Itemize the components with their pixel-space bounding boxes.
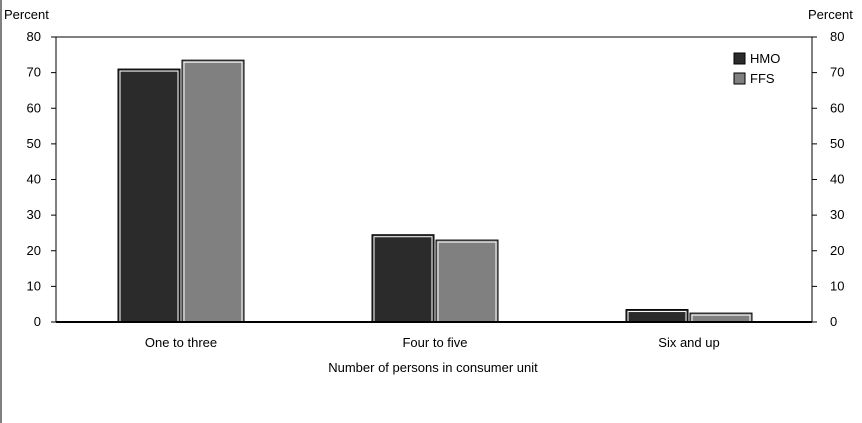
right-tick-label: 70 <box>830 65 844 80</box>
right-tick-label: 0 <box>830 314 837 329</box>
bar-ffs-1 <box>181 59 245 323</box>
bars-group <box>56 59 812 323</box>
left-tick-label: 0 <box>34 314 41 329</box>
legend: HMO FFS <box>733 51 780 86</box>
left-tick-label: 30 <box>27 207 41 222</box>
right-tick-label: 80 <box>830 29 844 44</box>
left-tick-label: 20 <box>27 243 41 258</box>
right-tick-label: 60 <box>830 100 844 115</box>
right-axis-title: Percent <box>808 7 853 22</box>
left-tick-label: 60 <box>27 100 41 115</box>
bar-hmo-2 <box>371 234 435 323</box>
x-axis-title: Number of persons in consumer unit <box>328 360 538 375</box>
legend-label-ffs: FFS <box>750 71 775 86</box>
right-tick-label: 30 <box>830 207 844 222</box>
left-tick-label: 70 <box>27 65 41 80</box>
right-tick-label: 40 <box>830 172 844 187</box>
right-tick-label: 20 <box>830 243 844 258</box>
legend-label-hmo: HMO <box>750 51 780 66</box>
left-tick-label: 50 <box>27 136 41 151</box>
left-tick-label: 40 <box>27 172 41 187</box>
left-tick-label: 10 <box>27 278 41 293</box>
x-tick-label-3: Six and up <box>658 335 719 350</box>
right-tick-label: 10 <box>830 278 844 293</box>
left-tick-label: 80 <box>27 29 41 44</box>
x-tick-labels: One to three Four to five Six and up <box>145 335 720 350</box>
bar-ffs-2 <box>435 239 499 323</box>
bar-ffs-3 <box>689 312 753 323</box>
bar-hmo-1 <box>117 68 181 323</box>
x-tick-label-1: One to three <box>145 335 217 350</box>
legend-swatch-ffs <box>733 72 746 85</box>
left-axis-title: Percent <box>4 7 49 22</box>
right-y-ticks: 0 10 20 30 40 50 60 70 80 <box>812 29 844 329</box>
legend-swatch-hmo <box>733 52 746 65</box>
x-tick-label-2: Four to five <box>402 335 467 350</box>
right-tick-label: 50 <box>830 136 844 151</box>
left-y-ticks: 0 10 20 30 40 50 60 70 80 <box>27 29 56 329</box>
